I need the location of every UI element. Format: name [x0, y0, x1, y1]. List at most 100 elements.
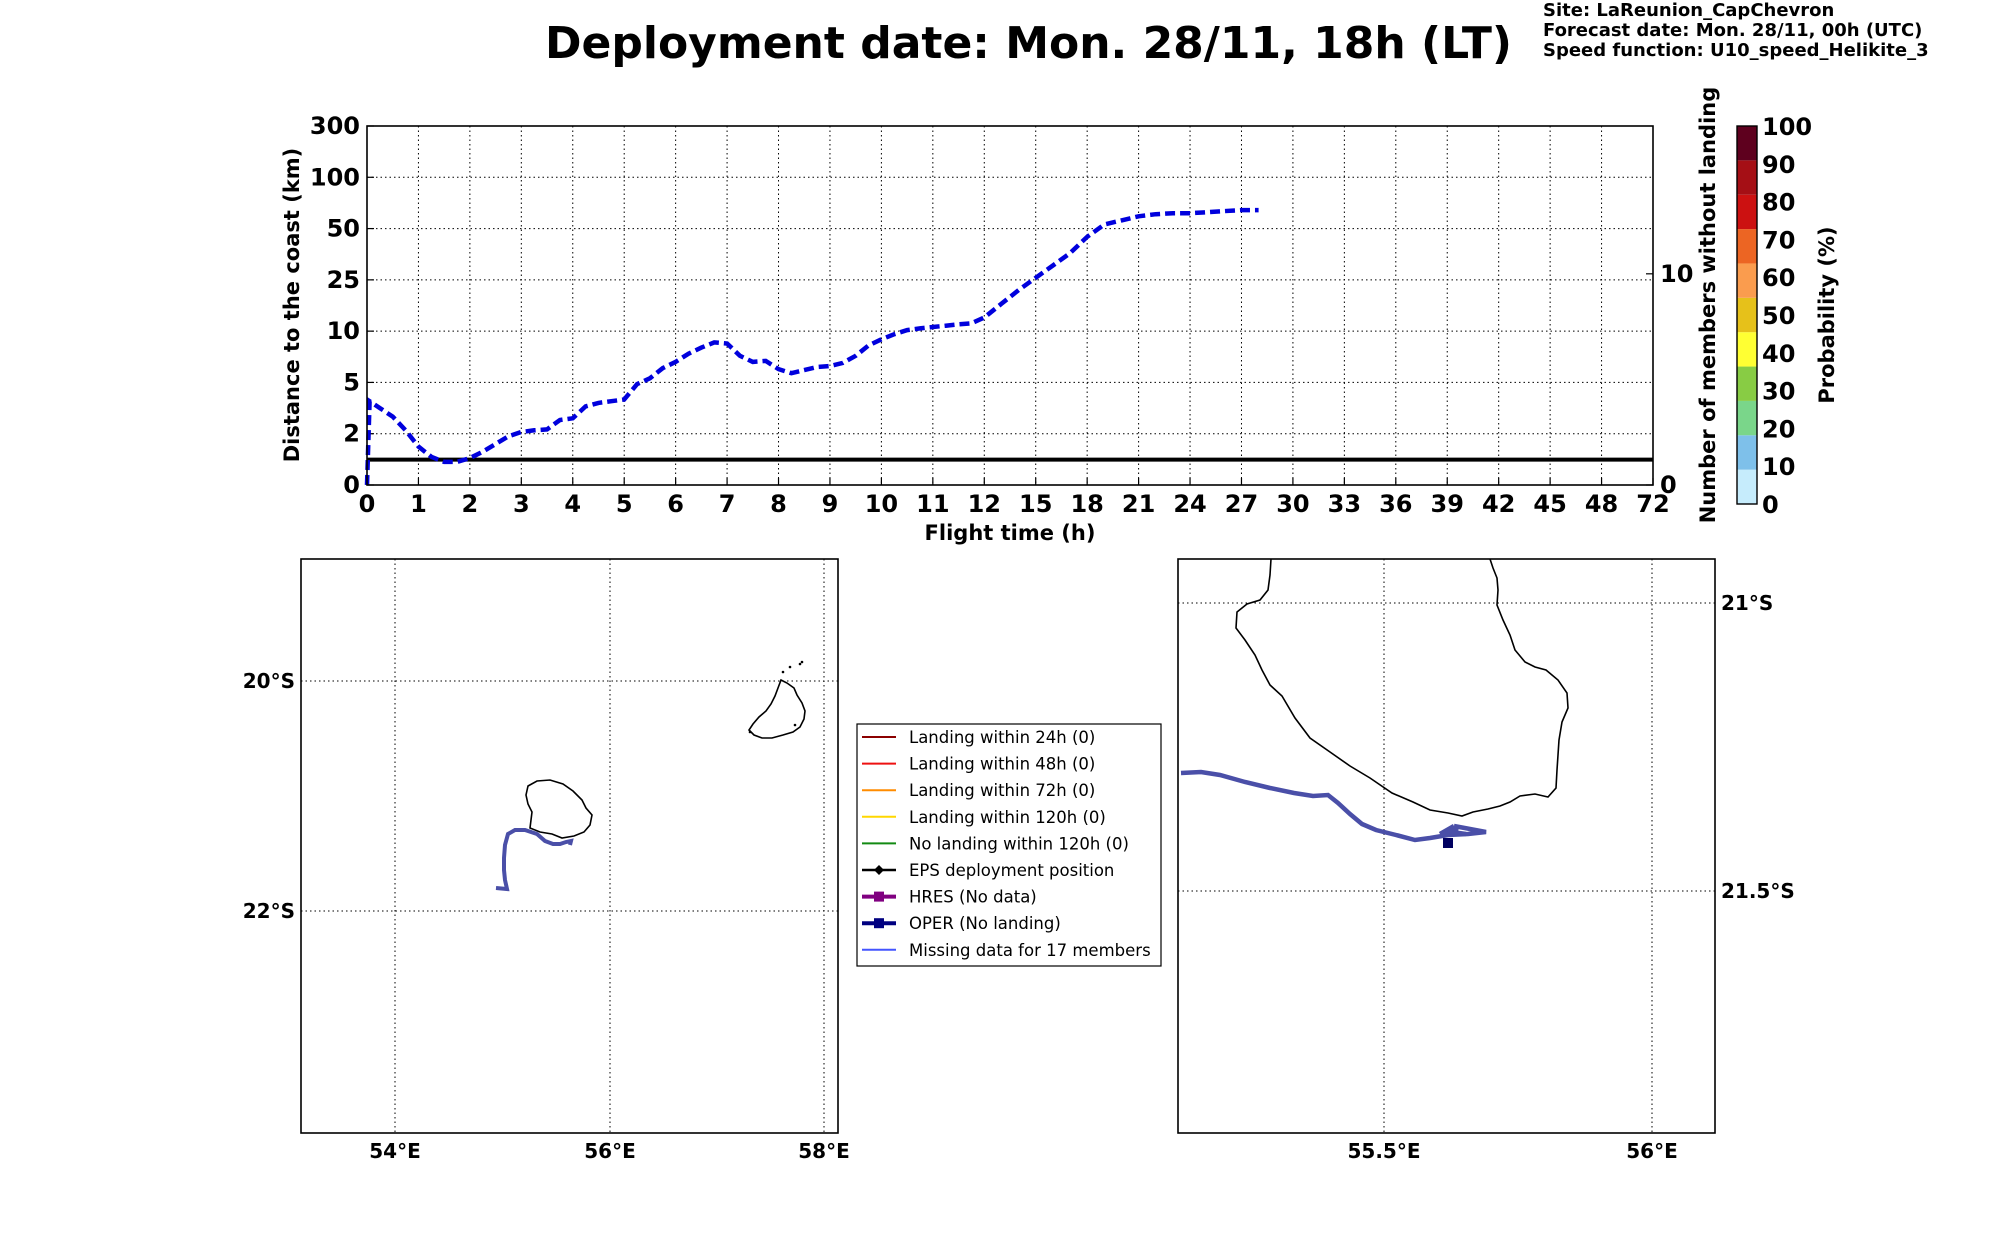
zoom-map: 55.5°E 56°E 21°S 21.5°S — [1177, 558, 1795, 1163]
y2-tick-labels: 0 10 — [1660, 260, 1693, 499]
x-tick-label: 15 — [1019, 490, 1052, 518]
x-tick-label: 36 — [1379, 490, 1412, 518]
forecast-date-label: Forecast date: Mon. 28/11, 00h (UTC) — [1543, 20, 1923, 41]
legend-marker — [874, 918, 884, 929]
colorbar-tick-label: 0 — [1762, 491, 1779, 519]
x-axis-label: Flight time (h) — [925, 521, 1096, 545]
zoom-lon-label: 55.5°E — [1347, 1139, 1420, 1163]
zoom-trajectory — [1180, 769, 1487, 843]
zoom-map-grid — [1178, 559, 1715, 1133]
y-tick-label: 10 — [327, 317, 360, 345]
colorbar-tick-label: 40 — [1762, 340, 1795, 368]
chart-title: Deployment date: Mon. 28/11, 18h (LT) — [545, 18, 1512, 69]
colorbar-cell — [1737, 366, 1757, 401]
probability-colorbar: 0 10 20 30 40 50 60 70 80 90 100 Probability (%) — [1736, 113, 1839, 519]
zoom-map-frame — [1177, 558, 1716, 1134]
x-tick-label: 0 — [359, 490, 376, 518]
x-tick-label: 30 — [1276, 490, 1309, 518]
x-tick-label: 18 — [1070, 490, 1103, 518]
zoom-trajectory-tail — [1439, 824, 1467, 837]
legend-item: Landing within 24h (0) — [862, 728, 1095, 747]
colorbar-tick-label: 50 — [1762, 302, 1795, 330]
colorbar-cells — [1737, 126, 1757, 504]
colorbar-tick-label: 20 — [1762, 415, 1795, 443]
oper-deployment-marker — [1443, 838, 1453, 848]
x-tick-label: 8 — [770, 490, 787, 518]
legend-item: Landing within 72h (0) — [862, 781, 1095, 800]
y-axis-label: Distance to the coast (km) — [280, 148, 304, 463]
overview-map-grid — [301, 559, 838, 1133]
speed-function-label: Speed function: U10_speed_Helikite_3 — [1543, 40, 1929, 61]
legend-label: Landing within 24h (0) — [909, 728, 1095, 747]
colorbar-cell — [1737, 469, 1757, 504]
x-tick-label: 39 — [1431, 490, 1464, 518]
x-tick-label: 24 — [1173, 490, 1206, 518]
legend-label: Landing within 48h (0) — [909, 755, 1095, 774]
distance-chart: 0 1 2 3 4 5 6 7 8 9 10 11 12 15 18 21 24 27 30 33 36 39 42 45 48… — [280, 87, 1720, 545]
colorbar-tick-label: 30 — [1762, 378, 1795, 406]
x-tick-label: 42 — [1482, 490, 1515, 518]
colorbar-cell — [1737, 400, 1757, 436]
y-tick-label: 5 — [343, 368, 360, 396]
legend-marker — [874, 865, 884, 875]
legend-item: HRES (No data) — [862, 888, 1037, 907]
y2-tick-label: 10 — [1660, 260, 1693, 288]
legend-label: No landing within 120h (0) — [909, 834, 1129, 853]
colorbar-tick-label: 10 — [1762, 453, 1795, 481]
x-tick-label: 12 — [968, 490, 1001, 518]
zoom-lat-label: 21°S — [1721, 591, 1773, 615]
colorbar-label: Probability (%) — [1815, 226, 1839, 403]
x-tick-label: 3 — [513, 490, 530, 518]
legend-label: Landing within 72h (0) — [909, 781, 1095, 800]
colorbar-tick-label: 60 — [1762, 264, 1795, 292]
x-tick-label: 27 — [1225, 490, 1258, 518]
legend-item: Landing within 120h (0) — [862, 808, 1106, 827]
x-tick-labels: 0 1 2 3 4 5 6 7 8 9 10 11 12 15 18 21 24 27 30 33 36 39 42 45 48… — [359, 490, 1670, 518]
overview-lon-label: 56°E — [584, 1139, 636, 1163]
colorbar-frame — [1736, 125, 1758, 505]
y-tick-label: 25 — [327, 266, 360, 294]
reunion-coastline — [525, 779, 593, 839]
mauritius-coastline — [747, 678, 806, 739]
overview-lat-label: 20°S — [243, 669, 295, 693]
x-tick-label: 5 — [616, 490, 633, 518]
legend-marker — [874, 891, 884, 902]
colorbar-cell — [1737, 263, 1757, 298]
zoom-lon-labels: 55.5°E 56°E — [1347, 1139, 1677, 1163]
y-tick-label: 300 — [310, 112, 360, 140]
x-tick-label: 9 — [822, 490, 839, 518]
zoom-lat-label: 21.5°S — [1721, 879, 1795, 903]
overview-trajectory — [495, 828, 574, 892]
distance-chart-grid — [366, 125, 1654, 486]
colorbar-tick-label: 100 — [1762, 113, 1812, 141]
y2-axis-label: Number of members without landing — [1696, 87, 1720, 524]
distance-series-line — [364, 207, 1259, 486]
legend-label: HRES (No data) — [909, 888, 1037, 907]
y-tick-label: 50 — [327, 215, 360, 243]
x-tick-label: 45 — [1533, 490, 1566, 518]
legend-label: Landing within 120h (0) — [909, 808, 1106, 827]
legend-item: OPER (No landing) — [862, 914, 1061, 933]
x-tick-label: 7 — [719, 490, 736, 518]
overview-map: 54°E 56°E 58°E 20°S 22°S — [243, 558, 850, 1163]
overview-lon-label: 58°E — [798, 1139, 850, 1163]
overview-lon-label: 54°E — [369, 1139, 421, 1163]
legend-items: Landing within 24h (0) Landing within 48h… — [862, 728, 1151, 960]
x-tick-label: 2 — [462, 490, 479, 518]
x-tick-label: 11 — [916, 490, 949, 518]
y-tick-label: 0 — [343, 471, 360, 499]
legend-label: EPS deployment position — [909, 861, 1114, 880]
legend-label: Missing data for 17 members — [909, 941, 1151, 960]
colorbar-cell — [1737, 435, 1757, 470]
x-tick-label: 72 — [1636, 490, 1669, 518]
site-label: Site: LaReunion_CapChevron — [1543, 0, 1835, 21]
legend-item: EPS deployment position — [862, 861, 1114, 880]
colorbar-cell — [1737, 229, 1757, 264]
x-tick-label: 33 — [1328, 490, 1361, 518]
distance-chart-frame — [366, 125, 1654, 486]
x-tick-label: 21 — [1122, 490, 1155, 518]
y-tick-label: 2 — [343, 420, 360, 448]
small-islands — [748, 660, 804, 734]
